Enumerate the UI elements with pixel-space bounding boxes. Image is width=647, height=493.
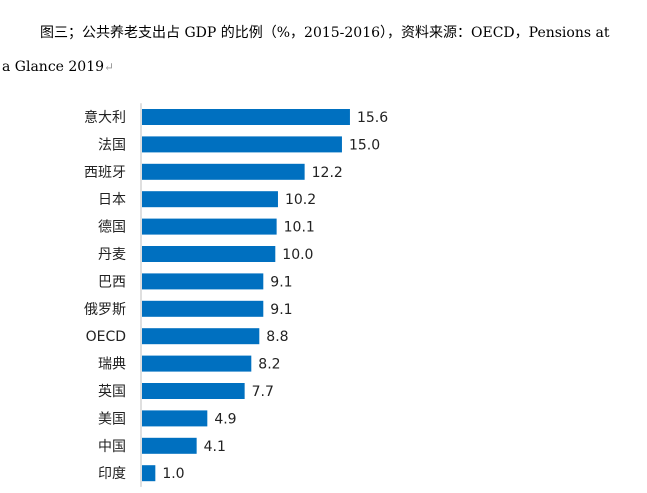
category-label: OECD [86,329,126,345]
value-label: 8.2 [258,357,280,373]
bar-3 [142,191,278,208]
value-label: 7.7 [252,384,274,400]
caption-line-1: 图三；公共养老支出占 GDP 的比例（%，2015-2016），资料来源：OEC… [40,25,610,41]
bar-1 [142,136,342,153]
category-label: 意大利 [84,109,126,126]
category-label: 英国 [98,383,126,400]
value-label: 4.1 [204,439,226,455]
bar-10 [142,383,245,399]
caption-line-2-text: a Glance 2019 [2,59,105,75]
category-label: 日本 [98,192,126,208]
bar-12 [142,437,197,454]
bar-6 [142,273,264,290]
category-label: 巴西 [98,274,126,290]
value-label: 1.0 [162,466,184,482]
caption-line-2: a Glance 2019↵ [2,59,114,75]
value-label: 10.2 [285,192,316,208]
bar-5 [142,246,276,262]
bar-8 [142,328,260,345]
bar-11 [142,410,208,427]
category-label: 瑞典 [98,357,126,373]
category-label: 俄罗斯 [84,302,126,318]
value-label: 10.1 [284,220,315,236]
figure-caption: 图三；公共养老支出占 GDP 的比例（%，2015-2016），资料来源：OEC… [0,0,647,95]
bars-layer [142,109,350,482]
paragraph-mark: ↵ [104,60,115,74]
bar-9 [142,355,252,372]
category-label: 印度 [98,466,126,482]
value-label: 8.8 [266,329,288,345]
category-label: 西班牙 [84,165,126,181]
value-label: 12.2 [312,165,343,181]
value-label: 15.0 [349,137,380,153]
bar-0 [142,109,350,125]
bar-4 [142,218,277,235]
value-labels-layer: 15.6 15.0 12.2 10.2 10.1 10.0 9.1 9.1 8.8 8.2 7.7 4… [162,110,388,482]
category-label: 美国 [98,411,126,427]
category-label: 法国 [98,137,126,153]
category-label: 中国 [98,439,126,455]
bar-2 [142,163,305,180]
value-label: 4.9 [214,411,236,427]
value-label: 10.0 [282,247,313,263]
value-label: 9.1 [270,274,292,290]
value-label: 15.6 [357,110,388,126]
value-label: 9.1 [270,302,292,318]
bar-7 [142,300,264,317]
category-label: 丹麦 [98,247,126,263]
category-label: 德国 [98,220,126,236]
bar-13 [142,465,156,482]
